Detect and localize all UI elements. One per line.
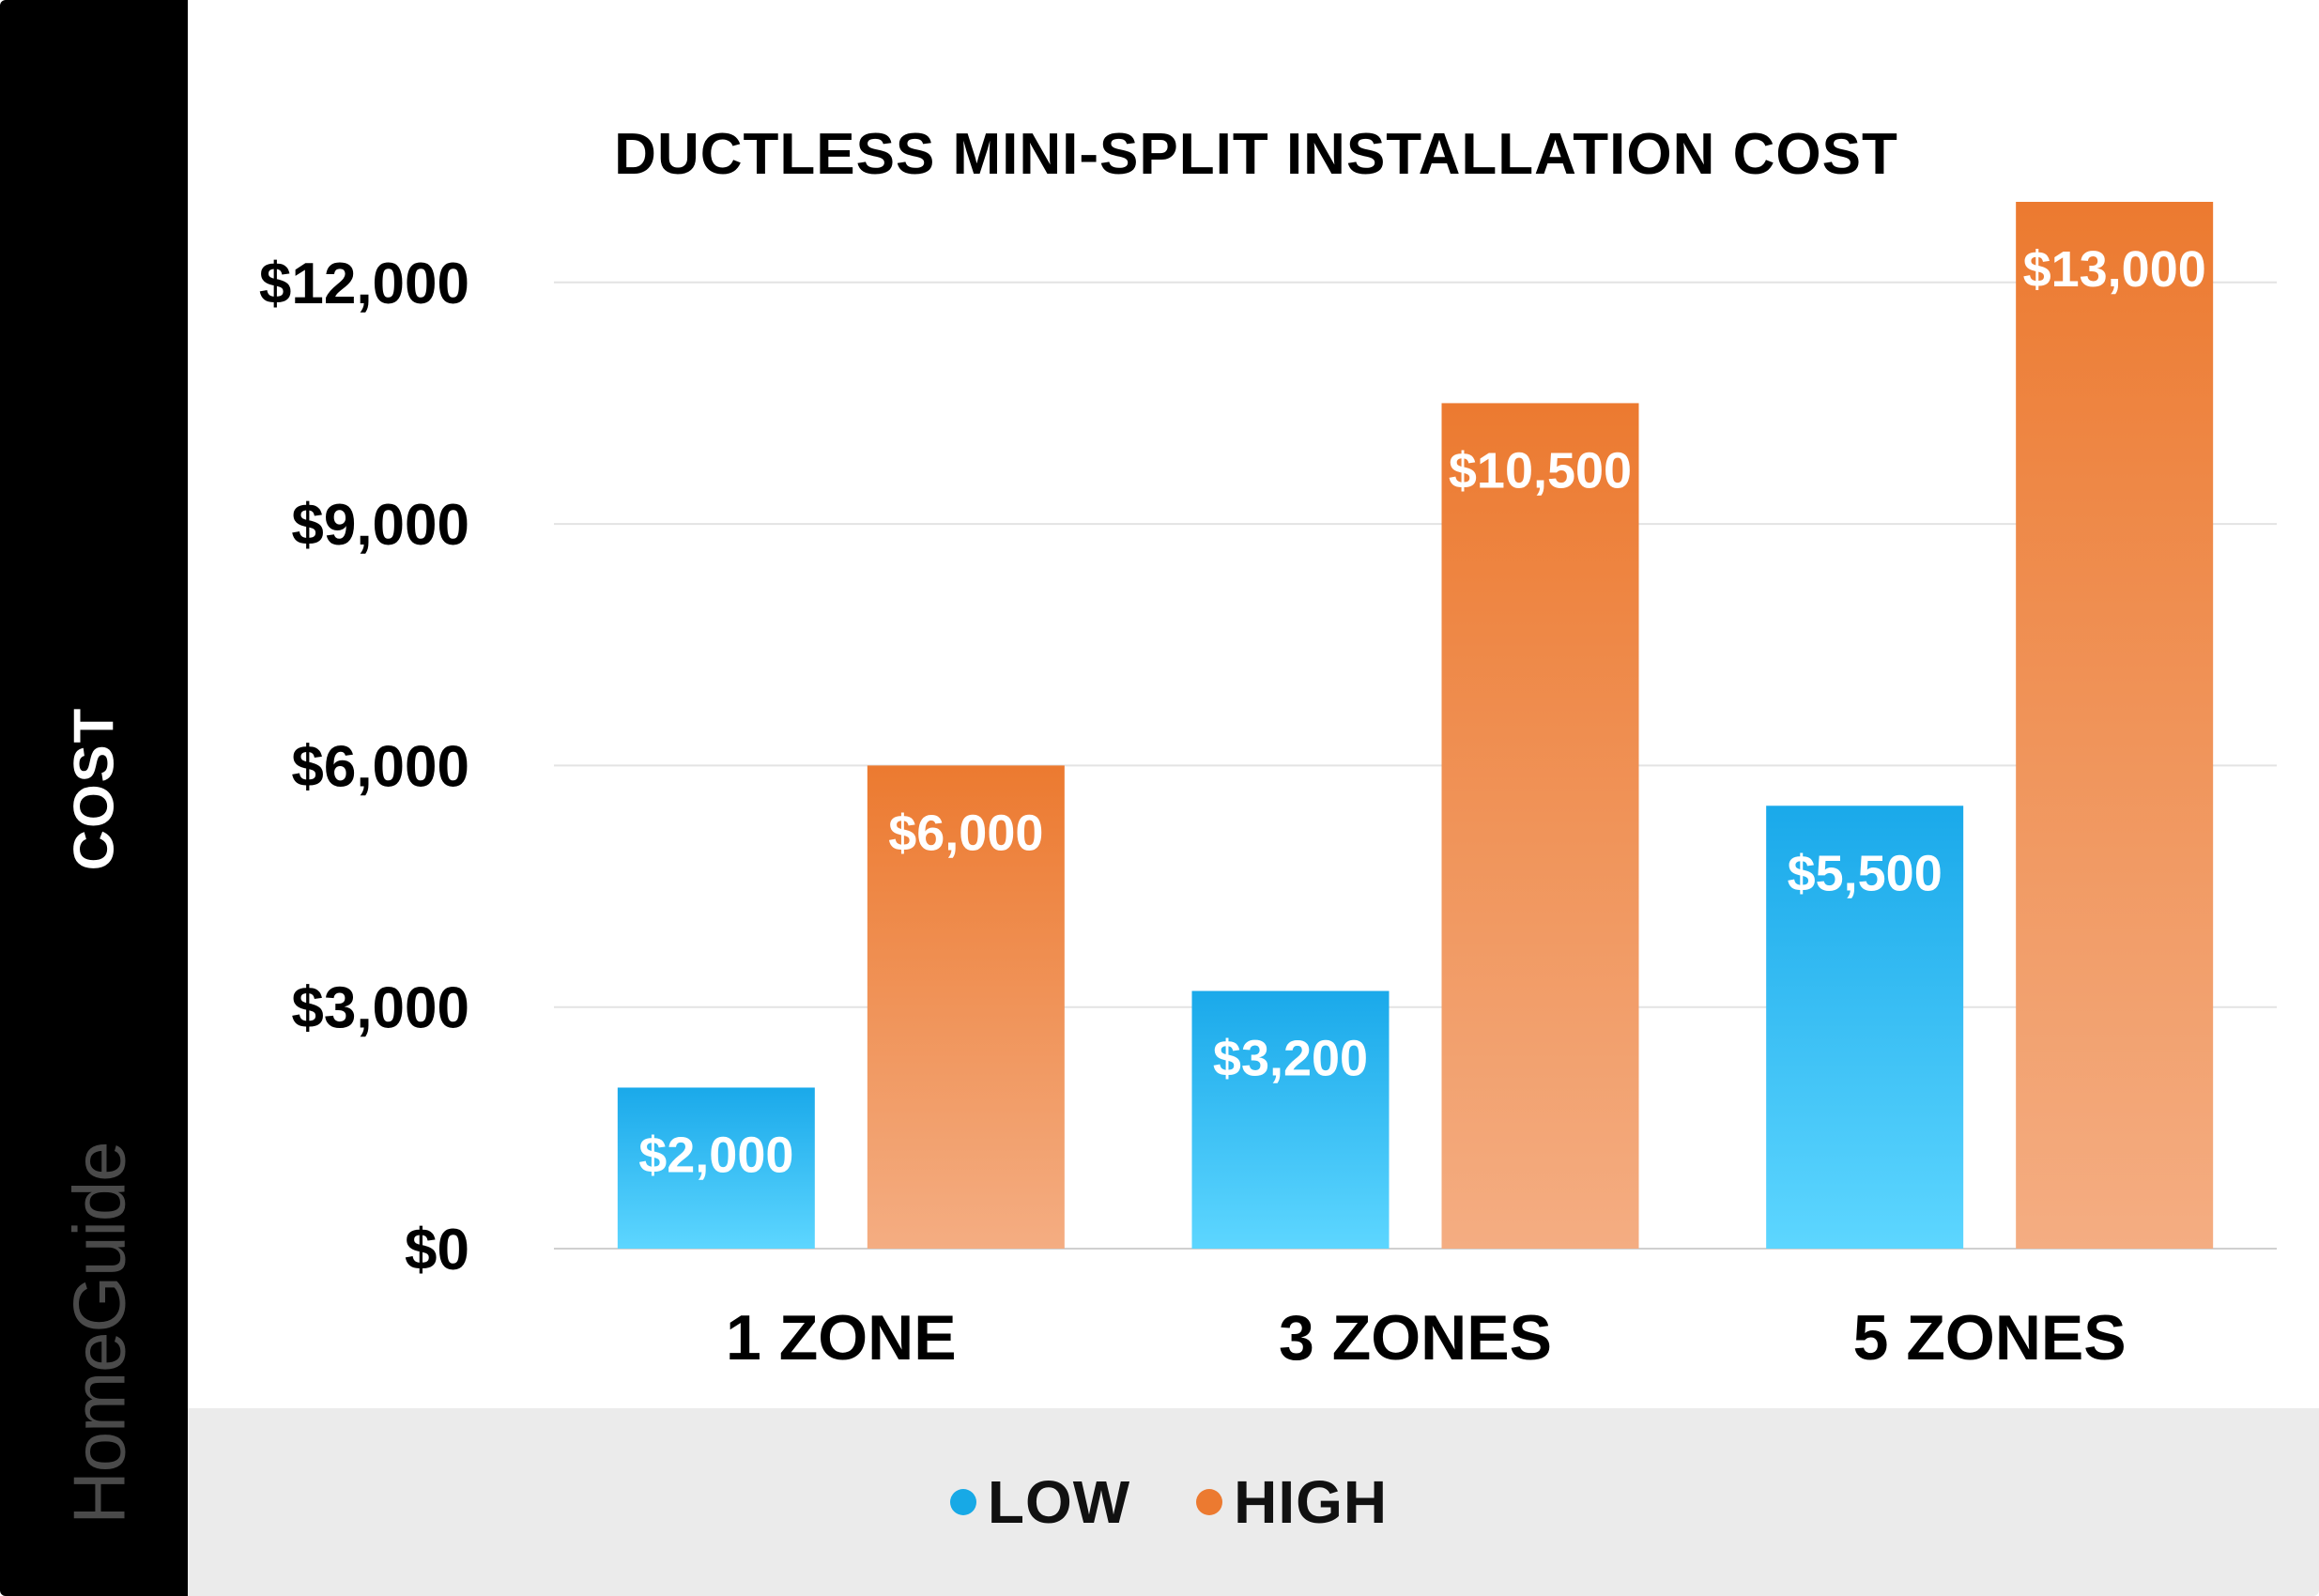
data-label-low: $2,000 (638, 1127, 793, 1183)
value-labels: $2,000 $6,000 $3,200 $10,500 $5,500 $13,000 (638, 241, 2206, 1183)
legend-label-high: HIGH (1234, 1468, 1389, 1536)
y-axis-ticks: $0 $3,000 $6,000 $9,000 $12,000 (259, 252, 469, 1282)
y-tick-label: $9,000 (291, 493, 469, 558)
y-tick-label: $12,000 (259, 252, 469, 316)
data-label-high: $13,000 (2023, 241, 2206, 298)
legend-dot-low (949, 1489, 976, 1515)
chart-title: DUCTLESS MINI-SPLIT INSTALLATION COST (614, 122, 1898, 187)
legend-dot-high (1196, 1489, 1223, 1515)
bar-low (617, 1087, 815, 1249)
x-category-label: 5 ZONES (1853, 1302, 2127, 1373)
data-label-low: $5,500 (1788, 845, 1943, 901)
x-category-label: 1 ZONE (726, 1302, 957, 1373)
bar-high (867, 765, 1065, 1249)
y-tick-label: $6,000 (291, 734, 469, 799)
bar-low (1766, 806, 1964, 1249)
legend-item-low: LOW (949, 1467, 1131, 1537)
legend-label-low: LOW (987, 1468, 1131, 1536)
chart-area: DUCTLESS MINI-SPLIT INSTALLATION COST $0… (259, 122, 2277, 1373)
grid-lines (554, 281, 2277, 1250)
legend: LOW HIGH (188, 1408, 2319, 1596)
bar-high (2016, 202, 2214, 1249)
data-label-high: $6,000 (888, 805, 1043, 861)
legend-item-high: HIGH (1196, 1467, 1388, 1537)
bar-low (1191, 990, 1390, 1249)
x-axis-categories: 1 ZONE 3 ZONES 5 ZONES (726, 1302, 2127, 1373)
x-category-label: 3 ZONES (1279, 1302, 1552, 1373)
legend-band: LOW HIGH (188, 1408, 2319, 1596)
y-tick-label: $3,000 (291, 976, 469, 1041)
sidebar-band: COST HomeGuide (0, 0, 188, 1596)
bar-high (1441, 403, 1639, 1249)
y-tick-label: $0 (405, 1218, 469, 1282)
bars (617, 202, 2214, 1249)
data-label-low: $3,200 (1213, 1031, 1368, 1087)
data-label-high: $10,500 (1449, 442, 1632, 499)
